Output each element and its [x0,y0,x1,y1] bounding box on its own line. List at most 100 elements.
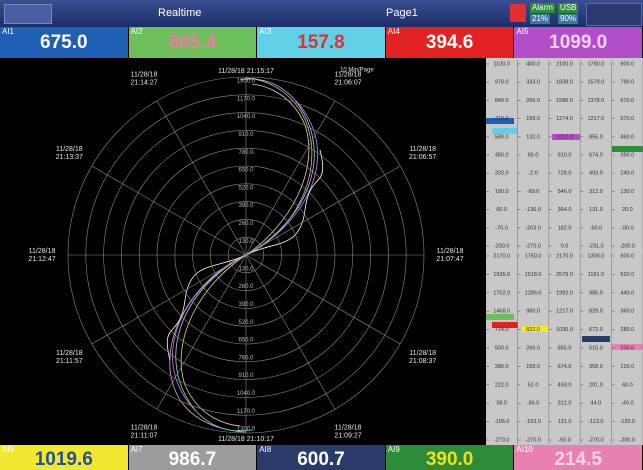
scale-label: 364.0 [558,207,572,213]
menu-button[interactable] [4,4,52,24]
scale-pointers [486,118,643,350]
channel-tile: AI9 390.0 [385,445,514,470]
scale-label: 44.0 [591,401,602,407]
time-line: 21:09:27 [334,433,361,440]
scale-label: -56.0 [527,401,540,407]
scale-label: -2.0 [528,171,537,177]
mode-title: Realtime [158,7,202,19]
ring-label: 390.0 [238,302,254,308]
scale-label: -40.0 [621,401,634,407]
scale-label: 131.0 [589,207,603,213]
channel-value: 157.8 [297,32,345,53]
time-label: 11/28/18 21:09:27 [334,425,361,440]
scale-label: 1012.0 [556,134,573,140]
time-line: 21:07:47 [436,256,463,263]
spoke [156,100,247,256]
time-line: 11/28/18 [335,425,362,432]
channel-value: 394.6 [425,32,474,53]
ring [67,76,425,434]
scale-label: 240.0 [620,171,634,177]
scale-label: -270.0 [588,437,604,443]
scale-label: 1750.0 [525,253,542,259]
scale-label: 910.0 [558,152,572,158]
spoke [245,254,401,345]
scale-label: 520.0 [620,272,634,278]
scale-label: 1468.0 [493,309,510,315]
status-item: USB [558,3,579,13]
scale-label: 312.0 [589,189,603,195]
time-line: 21:14:27 [130,79,157,86]
scale-label: 1300.0 [587,253,604,259]
scale-label: 1217.0 [556,309,573,315]
ring [138,147,354,363]
scale-label: 1935.0 [493,272,510,278]
scale-label: 40.0 [622,382,633,388]
ring-label: 520.0 [238,185,254,191]
scale-label: -203.0 [525,225,541,231]
scale-label: 1286.0 [525,290,542,296]
scale-label: 1579.0 [587,80,604,86]
time-line: 11/28/18 [335,71,362,78]
scale-label: 546.0 [558,189,572,195]
time-line: 21:11:07 [131,433,158,440]
time-label: 11/28/18 21:13:37 [56,146,83,161]
channel-tile: AI1 675.0 [0,27,128,58]
scale-label: 200.0 [620,345,634,351]
ring [121,130,371,380]
scale-label: 20.0 [622,207,633,213]
scale-label: 400.0 [526,61,540,67]
time-label: 11/28/18 21:14:27 [130,71,157,86]
scale-label: 2170.0 [556,253,573,259]
time-line: 21:12:47 [28,256,55,263]
ring-label: 1170.0 [237,409,256,415]
scale-label: 131.0 [558,419,572,425]
scale-label: 60.0 [496,207,507,213]
scale-label: -90.0 [621,225,634,231]
time-line: 11/28/18 [409,350,436,357]
scale-label: 840.0 [495,98,509,104]
scale-label: 182.0 [558,225,572,231]
scale-label: 450.0 [495,152,509,158]
scale-label: 493.0 [589,171,603,177]
scale-label: 440.0 [620,290,634,296]
channel-label: AI1 [2,27,15,36]
scale-label: 120.0 [620,364,634,370]
ring-label: 1170.0 [237,96,256,102]
scale-label: 1838.0 [556,80,573,86]
ring-label: 260.0 [238,221,254,227]
channel-label: AI4 [387,27,400,36]
scale-label: 312.0 [558,401,572,407]
time-line: 21:08:37 [409,358,436,365]
scale-label: 600.0 [620,253,634,259]
scale-label: 985.0 [589,290,603,296]
ring [156,165,336,345]
scale-label: 386.0 [495,364,509,370]
scale-label: 674.0 [589,152,603,158]
time-line: 11/28/18 [56,146,83,153]
time-line: 11/28/18 [409,146,436,153]
ring-label: 1040.0 [237,391,256,397]
scale-label: 570.0 [620,116,634,122]
scale-label: -106.0 [494,419,510,425]
scale-label: 493.0 [558,382,572,388]
scale-label: 358.0 [589,364,603,370]
scale-label: 822.0 [526,327,540,333]
spoke [245,254,336,410]
ring [85,94,407,416]
scale-label: 360.0 [620,309,634,315]
ring-label: 1040.0 [237,114,256,120]
channel-label: AI9 [387,445,400,454]
alarm-icon[interactable] [510,4,526,22]
spoke [245,100,336,256]
channel-tile: AI10 214.5 [514,445,642,470]
channel-label: AI7 [130,445,143,454]
scale-label: -120.0 [619,419,635,425]
ring-label: 130.0 [238,239,254,245]
channel-tile: AI2 805.4 [128,27,257,58]
ring-label: 260.0 [238,284,254,290]
scale-label: 2100.0 [556,61,573,67]
scale-label: 515.0 [589,345,603,351]
scale-label: 714.0 [495,327,509,333]
scale-label: 51.0 [528,382,539,388]
